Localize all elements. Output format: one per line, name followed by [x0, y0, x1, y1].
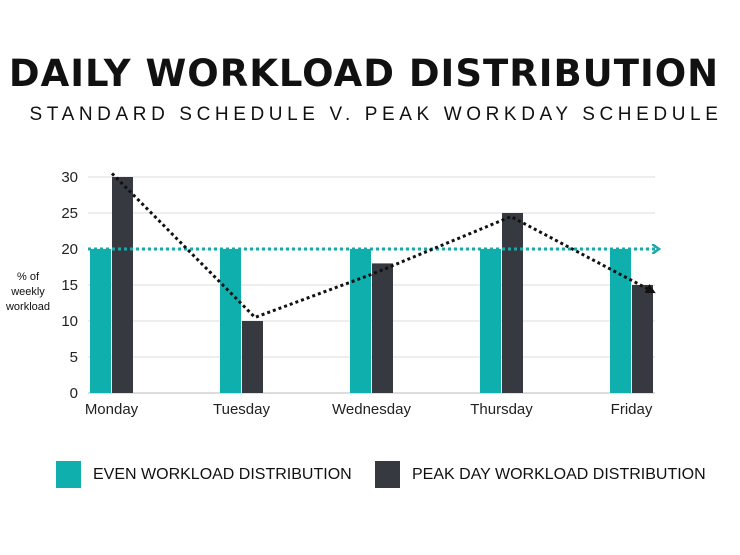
legend-label-even: EVEN WORKLOAD DISTRIBUTION: [93, 465, 352, 483]
chart-title: DAILY WORKLOAD DISTRIBUTION: [8, 52, 720, 95]
y-tick-label: 20: [61, 241, 78, 258]
y-tick-label: 10: [61, 313, 78, 330]
legend-swatch-even: [56, 461, 81, 488]
legend-label-peak: PEAK DAY WORKLOAD DISTRIBUTION: [412, 465, 706, 483]
y-tick-label: 5: [70, 349, 78, 366]
x-tick-labels: Monday Tuesday Wednesday Thursday Friday: [85, 401, 653, 418]
grid-lines: [88, 176, 655, 394]
chart-subtitle: STANDARD SCHEDULE V. PEAK WORKDAY SCHEDU…: [29, 104, 723, 125]
bar-even-wednesday: [350, 249, 371, 393]
bar-peak-thursday: [502, 213, 523, 393]
x-tick-label-tuesday: Tuesday: [213, 401, 270, 418]
bar-peak-monday: [112, 177, 133, 393]
bar-peak-wednesday: [372, 263, 393, 393]
bar-even-thursday: [480, 249, 501, 393]
x-tick-label-friday: Friday: [611, 401, 653, 418]
y-axis-label: % of weekly workload: [0, 270, 56, 315]
x-tick-label-wednesday: Wednesday: [332, 401, 411, 418]
bar-even-monday: [90, 249, 111, 393]
x-tick-label-thursday: Thursday: [470, 401, 533, 418]
bar-peak-tuesday: [242, 321, 263, 393]
overlay-lines: [88, 172, 658, 320]
bar-even-friday: [610, 249, 631, 393]
y-tick-label: 15: [61, 277, 78, 294]
y-axis-label-line-1: % of: [16, 271, 39, 283]
x-tick-label-monday: Monday: [85, 401, 139, 418]
y-tick-label: 30: [61, 169, 78, 186]
legend-item-peak: PEAK DAY WORKLOAD DISTRIBUTION: [375, 461, 706, 488]
y-tick-label: 25: [61, 205, 78, 222]
bars: [90, 177, 653, 393]
legend-swatch-peak: [375, 461, 400, 488]
bar-peak-friday: [632, 285, 653, 393]
y-axis-label-line-2: weekly: [11, 286, 45, 298]
bar-even-tuesday: [220, 249, 241, 393]
y-tick-label: 0: [70, 385, 78, 402]
y-tick-labels: 0 5 10 15 20 25 30: [61, 169, 78, 402]
y-axis-label-line-3: workload: [5, 301, 51, 313]
legend-item-even: EVEN WORKLOAD DISTRIBUTION: [56, 461, 352, 488]
